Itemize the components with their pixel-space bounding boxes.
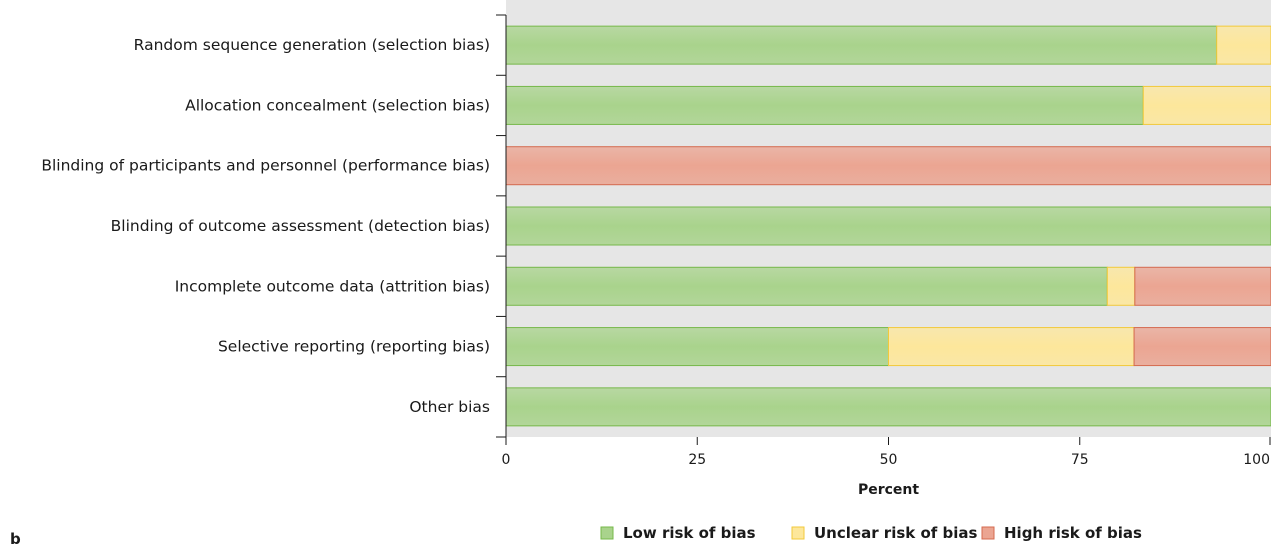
bar-5-high (1134, 266, 1271, 306)
x-tick-label-50: 50 (880, 452, 898, 468)
bar-3-high (505, 146, 1271, 186)
bar-6-unclear (888, 327, 1135, 367)
category-label-2: Allocation concealment (selection bias) (185, 96, 490, 114)
x-tick-label-0: 0 (502, 452, 511, 468)
bar-5-low (505, 266, 1108, 306)
x-tick-label-75: 75 (1071, 452, 1089, 468)
bar-6-high (1133, 327, 1271, 367)
bar-4-low (505, 206, 1271, 246)
x-tick-label-25: 25 (688, 452, 706, 468)
legend-swatch-low (600, 526, 614, 540)
x-tick-label-100: 100 (1243, 452, 1270, 468)
category-label-4: Blinding of outcome assessment (detectio… (111, 217, 490, 235)
legend-label-low: Low risk of bias (623, 524, 756, 542)
x-axis-title: Percent (858, 482, 919, 498)
category-label-5: Incomplete outcome data (attrition bias) (175, 277, 490, 295)
panel-letter: b (10, 530, 21, 548)
legend-label-high: High risk of bias (1004, 524, 1142, 542)
category-label-3: Blinding of participants and personnel (… (41, 157, 490, 175)
legend-label-unclear: Unclear risk of bias (814, 524, 978, 542)
bar-7-low (505, 387, 1271, 427)
bar-1-low (505, 25, 1218, 65)
bar-6-low (505, 327, 889, 367)
bar-5-unclear (1106, 266, 1136, 306)
category-label-7: Other bias (409, 398, 490, 416)
bar-2-low (505, 85, 1144, 125)
category-label-6: Selective reporting (reporting bias) (218, 338, 490, 356)
legend-swatch-unclear (791, 526, 805, 540)
bar-1-unclear (1216, 25, 1271, 65)
legend: Low risk of bias Unclear risk of bias High… (600, 524, 1142, 542)
category-label-1: Random sequence generation (selection bi… (134, 36, 490, 54)
legend-swatch-high (981, 526, 995, 540)
bar-2-unclear (1142, 85, 1271, 125)
